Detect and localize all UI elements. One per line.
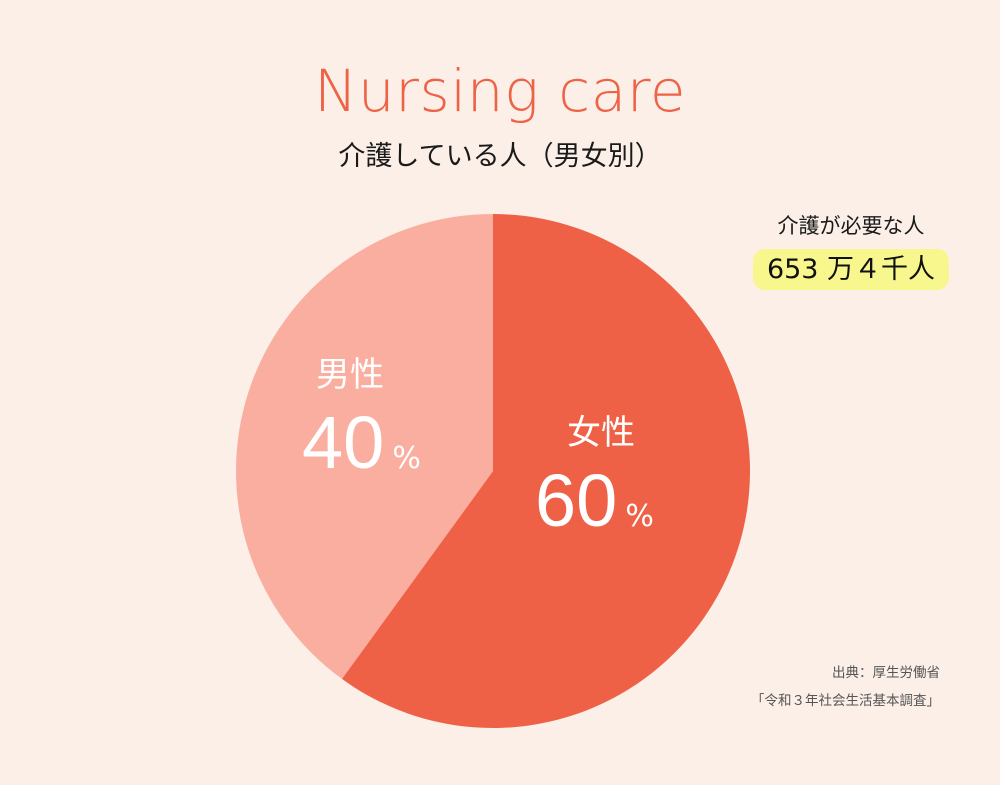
female-label: 女性 [567, 413, 635, 453]
male-percentage: 40% [302, 406, 421, 480]
total-callout: 介護が必要な人 653 万４千人 [740, 216, 962, 290]
slice-label-female: 女性 60% [535, 416, 654, 538]
callout-label: 介護が必要な人 [777, 214, 925, 238]
pie-slice-female [341, 214, 750, 728]
pie-slice-male [236, 214, 493, 679]
chart-title: Nursing care [313, 57, 686, 125]
female-unit: % [625, 499, 654, 534]
male-unit: % [392, 441, 421, 476]
source-citation: 出典：厚生労働省 「令和３年社会生活基本調査」 [751, 659, 940, 715]
chart-subtitle: 介護している人（男女別） [338, 141, 662, 172]
male-value: 40 [302, 401, 385, 484]
male-label: 男性 [316, 355, 384, 395]
callout-value: 653 万４千人 [752, 249, 950, 290]
slice-label-male: 男性 40% [302, 358, 421, 480]
female-percentage: 60% [535, 464, 654, 538]
source-line-2: 「令和３年社会生活基本調査」 [751, 693, 940, 709]
source-line-1: 出典：厚生労働省 [832, 665, 940, 681]
female-value: 60 [535, 459, 618, 542]
